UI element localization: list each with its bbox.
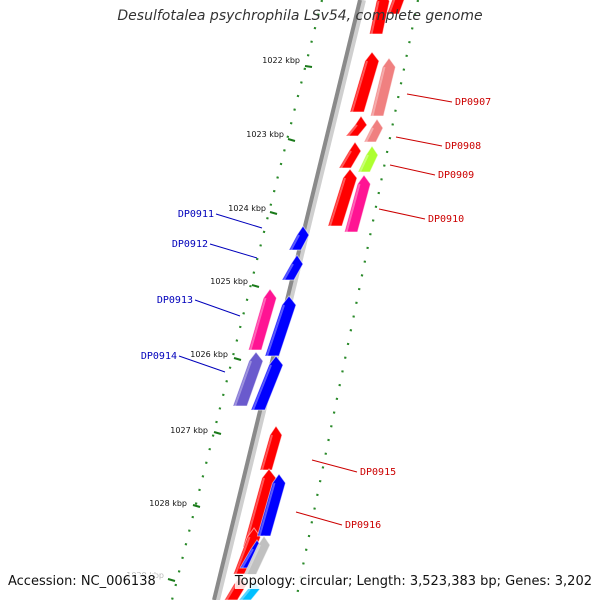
gene-arrow-highlight — [225, 584, 237, 600]
tick-mark — [167, 578, 176, 582]
gene-label: DP0916 — [345, 520, 381, 531]
gene-leader-line — [395, 136, 443, 147]
gene-arrow — [349, 51, 380, 113]
gene-arrow-highlight — [240, 588, 251, 600]
gene-arrow — [288, 225, 310, 251]
gene-arrow — [256, 473, 287, 537]
gene-arrow — [338, 141, 362, 169]
gene-arrow-highlight — [359, 154, 369, 173]
gene-leader-line — [311, 459, 358, 473]
gene-label: DP0911 — [178, 209, 214, 220]
gene-label: DP0908 — [445, 141, 481, 152]
gene-leader-line — [295, 511, 343, 526]
gene-arrow — [327, 168, 358, 227]
gene-arrow — [357, 145, 379, 173]
gene-arrow — [386, 0, 405, 15]
tick-label: 1026 kbp — [190, 350, 228, 359]
gene-arrow-highlight — [283, 263, 294, 281]
gene-labels: DP0907 DP0908 DP0909 DP0910 DP0911 DP0912 DP09… — [141, 93, 491, 531]
gene-arrow — [281, 254, 304, 281]
gene-arrow — [363, 118, 384, 143]
gene-arrow — [264, 295, 297, 357]
gene-arrow-highlight — [241, 548, 254, 569]
gene-arrow-highlight — [388, 0, 396, 15]
tick-mark — [304, 65, 313, 68]
gene-label: DP0915 — [360, 467, 396, 478]
tick-mark — [251, 284, 260, 288]
gene-arrow — [343, 174, 372, 233]
gene-arrow-highlight — [234, 536, 251, 575]
gene-arrow — [369, 57, 397, 117]
gene-label: DP0907 — [455, 97, 491, 108]
tick-mark — [233, 357, 242, 361]
tick-mark — [269, 211, 278, 215]
gene-arrow — [250, 355, 284, 411]
tick-mark — [287, 138, 296, 142]
gene-arrow — [344, 115, 368, 137]
gene-arrow-highlight — [234, 360, 252, 407]
map-title: Desulfotalea psychrophila LSv54, complet… — [117, 8, 483, 24]
gene-leader-line — [378, 208, 426, 220]
gene-arrow-highlight — [290, 234, 300, 251]
gene-leader-line — [406, 93, 453, 103]
tick-label: 1023 kbp — [246, 130, 284, 139]
gene-label: DP0914 — [141, 351, 177, 362]
gene-arrow — [368, 0, 391, 35]
gene-arrow-highlight — [371, 66, 386, 117]
gene-label: DP0913 — [157, 295, 193, 306]
gene-arrow — [232, 351, 264, 407]
tick-mark — [192, 504, 201, 508]
gene-features — [223, 0, 405, 600]
tick-label: 1025 kbp — [210, 277, 248, 286]
gene-leader-line — [209, 243, 258, 259]
gene-leader-line — [389, 164, 436, 176]
gene-arrow-highlight — [329, 177, 346, 227]
gene-arrow-highlight — [252, 364, 272, 411]
gene-label: DP0910 — [428, 214, 464, 225]
gene-arrow-highlight — [245, 544, 261, 576]
gene-arrow-highlight — [370, 0, 380, 35]
gene-leader-line — [178, 355, 226, 373]
gc-track-inner — [170, 0, 324, 600]
gene-arrow — [247, 288, 278, 351]
tick-mark — [213, 431, 222, 435]
gene-label: DP0912 — [172, 239, 208, 250]
gene-arrow-highlight — [345, 183, 361, 233]
gene-arrow-highlight — [365, 127, 374, 143]
tick-label: 1028 kbp — [149, 499, 187, 508]
gene-arrow-highlight — [351, 60, 368, 113]
gene-leader-line — [194, 299, 241, 317]
gene-arrow-highlight — [261, 434, 273, 471]
gene-arrow-highlight — [266, 304, 285, 357]
tick-label: 1024 kbp — [228, 204, 266, 213]
gene-arrow-highlight — [258, 482, 276, 537]
gene-label: DP0909 — [438, 170, 474, 181]
gene-arrow-highlight — [249, 297, 267, 351]
accession-label: Accession: NC_006138 — [8, 574, 156, 589]
gene-arrow — [259, 425, 283, 471]
tick-label: 1022 kbp — [262, 56, 300, 65]
gene-arrow-highlight — [340, 150, 352, 169]
tick-label: 1027 kbp — [170, 426, 208, 435]
gene-leader-line — [215, 213, 263, 229]
gene-arrow-highlight — [347, 124, 358, 137]
genome-info-label: Topology: circular; Length: 3,523,383 bp… — [234, 574, 592, 589]
gene-arrow — [243, 535, 271, 576]
